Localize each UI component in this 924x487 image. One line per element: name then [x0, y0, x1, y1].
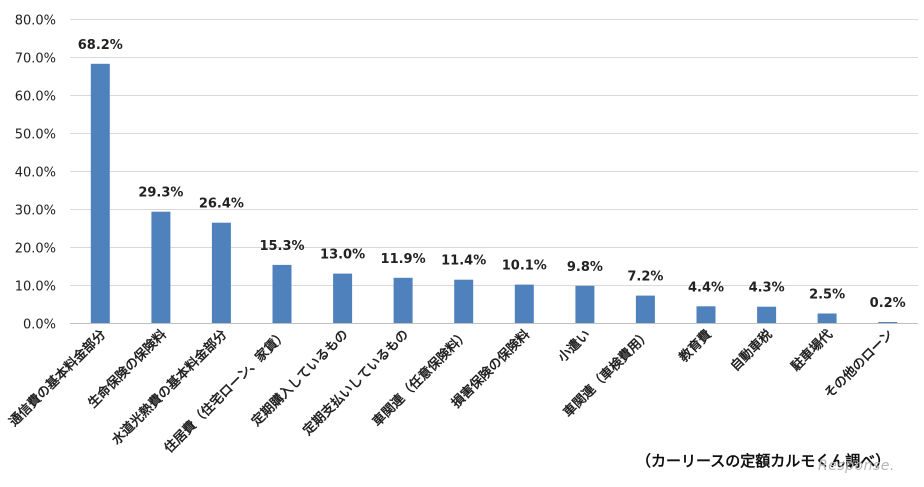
data-label: 11.9%	[381, 252, 426, 267]
bar	[90, 63, 110, 324]
x-tick-label: 定期購入しているもの	[248, 327, 352, 431]
bar	[393, 277, 413, 323]
y-tick-label: 20.0%	[15, 242, 56, 257]
data-label: 11.4%	[441, 254, 486, 269]
y-tick-label: 60.0%	[15, 90, 56, 105]
bar	[635, 295, 655, 323]
bar	[211, 222, 231, 323]
x-tick-label: 定期支払いしているもの	[299, 327, 412, 440]
bar	[575, 285, 595, 323]
data-label: 4.4%	[688, 280, 724, 295]
y-tick-label: 80.0%	[15, 14, 56, 29]
x-tick-label: 水道光熱費の基本料金部分	[109, 327, 231, 449]
data-label: 9.8%	[567, 260, 603, 275]
data-label: 68.2%	[78, 38, 123, 53]
bar	[878, 322, 898, 323]
data-label: 2.5%	[809, 288, 845, 303]
y-tick-label: 50.0%	[15, 128, 56, 143]
x-tick-label: 小遣い	[555, 327, 594, 366]
y-tick-label: 0.0%	[23, 318, 56, 333]
data-label: 15.3%	[259, 239, 304, 254]
x-tick-label: 駐車場代	[788, 327, 836, 375]
x-tick-label: 車関連（任意保険料）	[369, 327, 472, 430]
bar	[151, 211, 171, 323]
bar	[757, 306, 777, 323]
x-axis-ticks: 通信費の基本料金部分生命保険の保険料水道光熱費の基本料金部分住居費（住宅ローン、…	[6, 327, 897, 457]
data-label: 26.4%	[199, 197, 244, 212]
data-label: 7.2%	[627, 270, 663, 285]
bar	[333, 273, 353, 323]
x-tick-label: 教育費	[675, 327, 715, 367]
y-tick-label: 70.0%	[15, 52, 56, 67]
gridlines	[70, 19, 918, 324]
data-label: 10.1%	[502, 259, 547, 274]
bar	[696, 306, 716, 323]
bar	[514, 284, 534, 323]
data-label: 4.3%	[749, 281, 785, 296]
data-label: 29.3%	[138, 186, 183, 201]
y-tick-label: 10.0%	[15, 280, 56, 295]
x-tick-label: 自動車税	[727, 327, 775, 375]
bar	[817, 313, 837, 323]
y-tick-label: 30.0%	[15, 204, 56, 219]
x-tick-label: 住居費（住宅ローン、家賃）	[161, 327, 291, 457]
data-label: 13.0%	[320, 248, 365, 263]
bar	[272, 264, 292, 323]
data-labels: 68.2% 29.3% 26.4% 15.3% 13.0% 11.9% 11.4% 10.1%…	[78, 38, 906, 311]
y-tick-label: 40.0%	[15, 166, 56, 181]
bar	[454, 279, 474, 323]
source-note: （カーリースの定額カルモくん調べ）	[636, 452, 891, 470]
data-label: 0.2%	[870, 296, 906, 311]
x-tick-label: 通信費の基本料金部分	[6, 327, 109, 430]
watermark-logo: Response.	[818, 458, 895, 474]
y-axis-ticks: 0.0% 10.0% 20.0% 30.0% 40.0% 50.0% 60.0% 70.0% 8…	[15, 14, 56, 333]
bars	[90, 63, 898, 324]
